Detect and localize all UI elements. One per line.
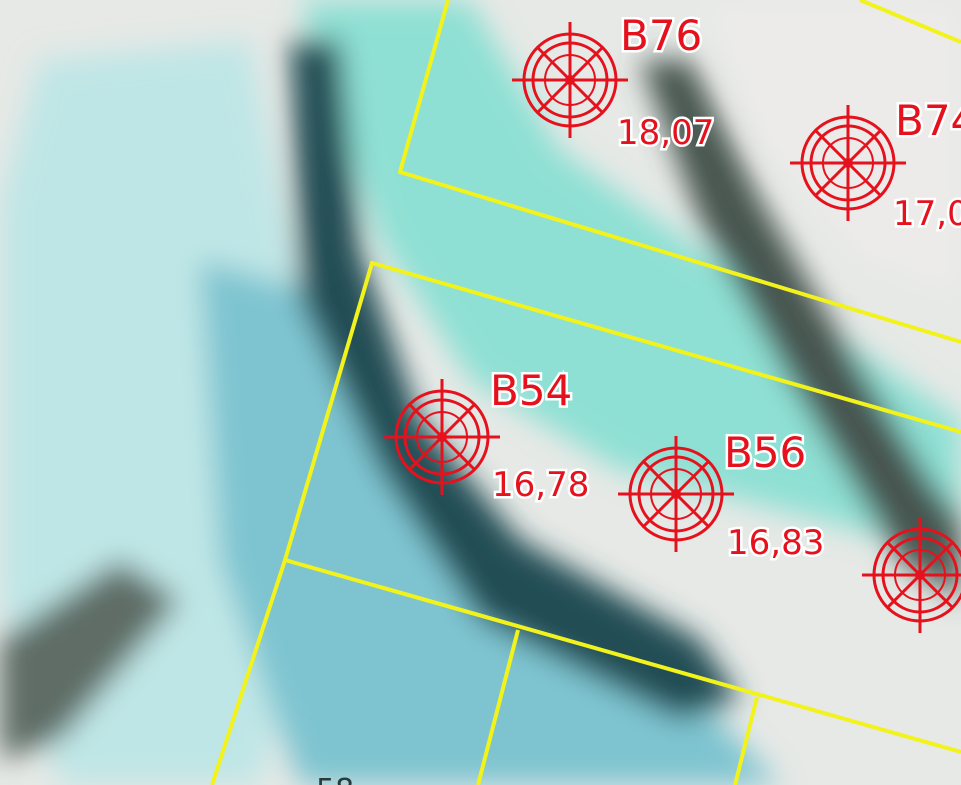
elevation-label: 16,83	[727, 523, 824, 563]
point-label: 58	[316, 773, 354, 785]
elevation-label: 16,78	[492, 465, 589, 505]
elevation-label: 18,07	[617, 113, 714, 153]
parcel-lines	[210, 0, 961, 785]
point-label: B54	[490, 366, 572, 415]
point-label: B74	[895, 96, 961, 145]
elevation-label: 17,0	[893, 194, 961, 234]
point-label: B56	[724, 428, 806, 477]
labels: B76 18,07 B74 17,0 B54 16,78 B56 16,83 5…	[316, 9, 961, 785]
point-label: B76	[620, 11, 702, 60]
